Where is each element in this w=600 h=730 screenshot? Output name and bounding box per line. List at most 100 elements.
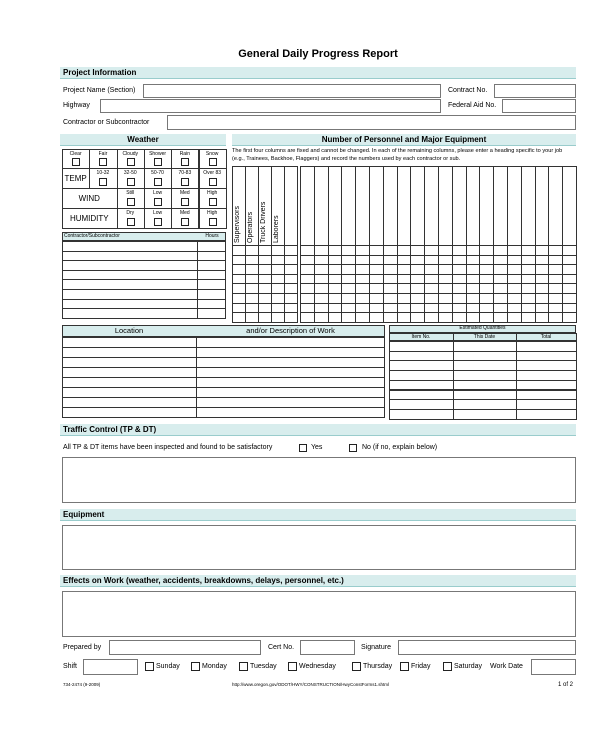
personnel-count-cell[interactable] (382, 312, 398, 323)
wind-checkbox[interactable] (208, 198, 217, 206)
personnel-count-cell[interactable] (271, 312, 285, 323)
wind-checkbox[interactable] (181, 198, 190, 206)
day-checkbox-thursday[interactable] (352, 662, 361, 671)
personnel-heading-cell[interactable] (562, 166, 577, 246)
temp-checkbox[interactable] (99, 178, 108, 186)
shift-input[interactable] (83, 659, 138, 675)
personnel-count-cell[interactable] (451, 312, 467, 323)
day-checkbox-wednesday[interactable] (288, 662, 297, 671)
temp-checkbox[interactable] (126, 178, 135, 186)
signature-input[interactable] (398, 640, 576, 655)
personnel-count-cell[interactable] (245, 312, 259, 323)
personnel-count-cell[interactable] (327, 312, 343, 323)
humidity-checkbox[interactable] (153, 218, 162, 226)
weather-checkbox[interactable] (153, 158, 162, 166)
personnel-count-cell[interactable] (562, 312, 577, 323)
temp-checkbox[interactable] (208, 178, 217, 186)
personnel-count-cell[interactable] (465, 312, 481, 323)
personnel-count-cell[interactable] (548, 312, 564, 323)
personnel-heading-cell[interactable] (355, 166, 370, 246)
personnel-count-cell[interactable] (507, 312, 522, 323)
personnel-heading-cell[interactable] (369, 166, 384, 246)
contractor-hours-cell[interactable] (197, 308, 226, 319)
footer-url[interactable]: http://www.oregon.gov/ODOT/HWY/CONSTRUCT… (232, 682, 390, 687)
federal-aid-input[interactable] (502, 99, 576, 113)
personnel-count-cell[interactable] (424, 312, 439, 323)
personnel-heading-cell[interactable] (451, 166, 467, 246)
personnel-heading-cell[interactable] (382, 166, 398, 246)
personnel-heading-cell[interactable] (520, 166, 536, 246)
contract-no-label: Contract No. (448, 87, 488, 94)
personnel-count-cell[interactable] (232, 312, 246, 323)
weather-checkbox[interactable] (208, 158, 217, 166)
humidity-checkbox[interactable] (181, 218, 190, 226)
personnel-heading-cell[interactable] (493, 166, 508, 246)
traffic-yes-checkbox[interactable] (299, 444, 307, 452)
wind-label: WIND (78, 194, 100, 203)
quantity-cell[interactable] (453, 408, 517, 420)
temp-checkbox[interactable] (181, 178, 190, 186)
contract-no-input[interactable] (494, 84, 576, 98)
temp-checkbox[interactable] (153, 178, 162, 186)
weather-checkbox[interactable] (72, 158, 80, 166)
day-checkbox-sunday[interactable] (145, 662, 154, 671)
prepared-by-input[interactable] (109, 640, 261, 655)
personnel-count-cell[interactable] (410, 312, 426, 323)
cert-no-input[interactable] (300, 640, 355, 655)
day-checkbox-tuesday[interactable] (239, 662, 248, 671)
personnel-count-cell[interactable] (479, 312, 495, 323)
day-checkbox-friday[interactable] (400, 662, 409, 671)
weather-checkbox[interactable] (181, 158, 190, 166)
work-date-input[interactable] (531, 659, 576, 675)
personnel-heading-cell[interactable] (313, 166, 329, 246)
personnel-heading-cell[interactable] (341, 166, 357, 246)
humidity-checkbox[interactable] (208, 218, 217, 226)
highway-input[interactable] (100, 99, 441, 113)
personnel-count-cell[interactable] (396, 312, 412, 323)
personnel-heading-cell[interactable] (534, 166, 550, 246)
personnel-heading-cell[interactable] (507, 166, 522, 246)
personnel-count-cell[interactable] (341, 312, 357, 323)
project-info-header: Project Information (60, 67, 576, 79)
personnel-count-cell[interactable] (520, 312, 536, 323)
contractor-input[interactable] (167, 115, 576, 130)
personnel-count-cell[interactable] (258, 312, 272, 323)
personnel-count-cell[interactable] (369, 312, 384, 323)
day-checkbox-saturday[interactable] (443, 662, 452, 671)
personnel-count-cell[interactable] (313, 312, 329, 323)
personnel-heading-cell[interactable] (424, 166, 439, 246)
quantity-cell[interactable] (516, 408, 577, 420)
personnel-heading-cell[interactable] (548, 166, 564, 246)
weather-checkbox[interactable] (126, 158, 135, 166)
location-cell[interactable] (62, 407, 197, 418)
humidity-checkbox[interactable] (126, 218, 135, 226)
personnel-count-cell[interactable] (355, 312, 370, 323)
personnel-heading-cell[interactable] (410, 166, 426, 246)
contractor-name-cell[interactable] (62, 308, 198, 319)
personnel-heading-cell[interactable] (465, 166, 481, 246)
personnel-count-cell[interactable] (284, 312, 298, 323)
effects-input[interactable] (62, 591, 576, 637)
weather-checkbox[interactable] (99, 158, 108, 166)
personnel-heading-cell[interactable] (396, 166, 412, 246)
weather-option-label: Cloudy (122, 151, 139, 157)
quantity-cell[interactable] (389, 408, 454, 420)
personnel-heading-cell[interactable] (284, 166, 298, 246)
description-cell[interactable] (196, 407, 385, 418)
personnel-count-cell[interactable] (300, 312, 315, 323)
personnel-count-cell[interactable] (534, 312, 550, 323)
equipment-input[interactable] (62, 525, 576, 570)
personnel-heading-cell[interactable] (327, 166, 343, 246)
traffic-no-checkbox[interactable] (349, 444, 357, 452)
traffic-explanation-input[interactable] (62, 457, 576, 503)
day-checkbox-monday[interactable] (191, 662, 200, 671)
personnel-heading-cell[interactable] (438, 166, 453, 246)
humidity-option-label: Med (179, 210, 190, 216)
personnel-count-cell[interactable] (438, 312, 453, 323)
project-name-input[interactable] (143, 84, 441, 98)
personnel-heading-cell[interactable] (479, 166, 495, 246)
wind-checkbox[interactable] (126, 198, 135, 206)
personnel-count-cell[interactable] (493, 312, 508, 323)
wind-checkbox[interactable] (153, 198, 162, 206)
personnel-heading-cell[interactable] (300, 166, 315, 246)
